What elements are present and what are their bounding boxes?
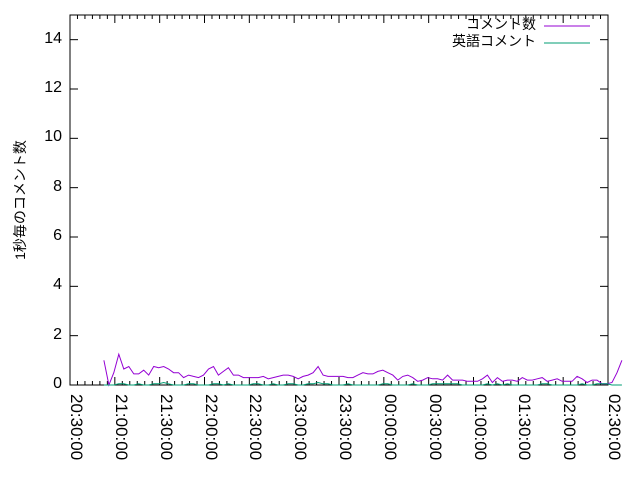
x-tick-label: 22:30:00	[246, 394, 266, 461]
legend-label-english-comments: 英語コメント	[452, 33, 536, 49]
y-tick-label: 6	[53, 227, 62, 244]
x-tick-label: 21:00:00	[111, 394, 131, 461]
x-tick-label: 00:00:00	[380, 394, 400, 461]
x-tick-label: 22:00:00	[201, 394, 221, 461]
x-tick-label: 01:30:00	[515, 394, 535, 461]
y-tick-label: 8	[53, 177, 62, 195]
x-tick-label: 00:30:00	[425, 394, 445, 461]
y-tick-label: 4	[53, 276, 62, 294]
plot-frame	[69, 14, 609, 386]
y-tick-label: 0	[53, 375, 62, 392]
x-tick-label: 01:00:00	[470, 394, 490, 461]
x-tick-label: 23:00:00	[291, 394, 311, 461]
x-tick-label: 02:00:00	[560, 394, 580, 461]
x-tick-label: 02:30:00	[605, 394, 624, 461]
x-tick-label: 23:30:00	[336, 394, 355, 461]
y-tick-label: 14	[44, 29, 62, 47]
series-line-0	[103, 352, 623, 387]
y-tick-label: 2	[53, 325, 62, 343]
x-tick-label: 20:30:00	[67, 394, 86, 461]
y-tick-label: 10	[44, 128, 62, 146]
legend-label-comments: コメント数	[466, 16, 536, 32]
y-tick-label: 12	[44, 79, 62, 96]
x-tick-label: 21:30:00	[156, 394, 176, 461]
series-line-1	[103, 381, 622, 386]
